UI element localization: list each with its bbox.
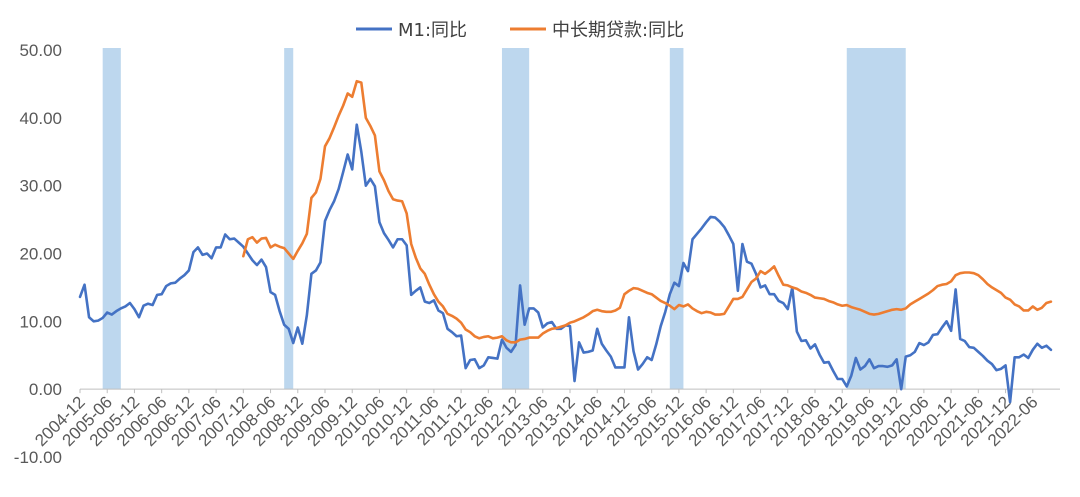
shaded-period-0 [102, 48, 121, 390]
x-axis: 2004-122005-062005-122006-062006-122007-… [31, 389, 1042, 450]
shaded-period-4 [846, 48, 906, 390]
y-tick-label: 20.00 [19, 245, 62, 264]
y-axis: -10.00 0.00 10.00 20.00 30.00 40.00 50.00 [14, 41, 62, 467]
shaded-periods [102, 48, 906, 390]
y-tick-label: 30.00 [19, 177, 62, 196]
legend: M1:同比 中长期贷款:同比 [356, 20, 684, 41]
series-lines [78, 79, 1053, 404]
y-tick-label: 40.00 [19, 109, 62, 128]
shaded-period-1 [284, 48, 294, 390]
y-tick-label: 0.00 [29, 380, 62, 399]
y-tick-label: 50.00 [19, 41, 62, 60]
y-tick-label: -10.00 [14, 448, 62, 467]
shaded-period-3 [669, 48, 684, 390]
y-tick-label: 10.00 [19, 312, 62, 331]
legend-label-1: 中长期贷款:同比 [552, 20, 684, 41]
legend-label-0: M1:同比 [398, 20, 467, 41]
series-line-1 [242, 79, 1053, 344]
